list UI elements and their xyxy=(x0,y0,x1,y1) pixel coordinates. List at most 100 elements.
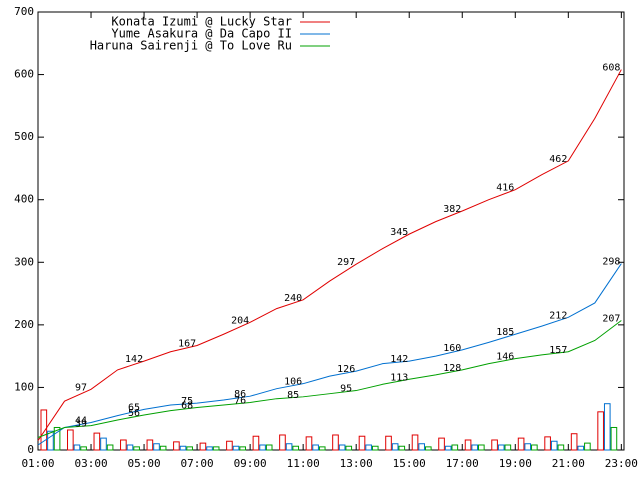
data-label: 608 xyxy=(602,63,620,74)
hourly-bar xyxy=(120,439,127,451)
hourly-bar xyxy=(40,409,48,451)
y-tick-label: 300 xyxy=(14,255,34,268)
hourly-bar xyxy=(451,444,459,451)
y-tick-label: 600 xyxy=(14,68,34,81)
hourly-bar xyxy=(544,436,551,451)
x-tick-label: 01:00 xyxy=(21,457,54,470)
hourly-bar xyxy=(53,426,61,451)
hourly-bar xyxy=(577,445,585,451)
hourly-bar xyxy=(332,434,339,451)
hourly-bar xyxy=(186,446,193,451)
hourly-bar xyxy=(338,444,346,451)
hourly-bar xyxy=(557,444,565,451)
series-line xyxy=(37,263,622,446)
hourly-bar xyxy=(312,444,319,451)
hourly-bar xyxy=(47,430,54,451)
hourly-bar xyxy=(279,434,286,451)
hourly-bar xyxy=(504,444,512,451)
x-tick-label: 21:00 xyxy=(552,457,585,470)
data-label: 106 xyxy=(284,377,302,388)
x-tick-label: 03:00 xyxy=(74,457,107,470)
y-tick-label: 200 xyxy=(14,318,34,331)
hourly-bar xyxy=(285,443,293,451)
x-tick-label: 09:00 xyxy=(234,457,267,470)
hourly-bar xyxy=(597,411,604,451)
data-label: 44 xyxy=(75,415,87,426)
data-label: 297 xyxy=(337,257,355,268)
hourly-bar xyxy=(398,445,406,451)
hourly-bar xyxy=(226,440,233,451)
data-label: 160 xyxy=(443,343,461,354)
hourly-bar xyxy=(106,444,114,451)
data-label: 167 xyxy=(178,339,196,350)
x-tick-label: 23:00 xyxy=(605,457,638,470)
data-label: 75 xyxy=(181,396,193,407)
y-tick-label: 0 xyxy=(27,443,34,456)
hourly-bar xyxy=(133,446,140,451)
hourly-bar xyxy=(584,442,591,451)
hourly-bar xyxy=(550,440,558,451)
hourly-bar xyxy=(371,445,379,451)
hourly-bar xyxy=(232,445,240,451)
legend-label: Yume Asakura @ Da Capo II xyxy=(111,27,292,41)
hourly-bar xyxy=(391,443,399,451)
data-label: 212 xyxy=(549,310,567,321)
hourly-bar xyxy=(179,445,187,451)
hourly-bar xyxy=(93,432,101,451)
hourly-bar xyxy=(418,443,425,451)
hourly-bar xyxy=(153,443,160,451)
data-label: 97 xyxy=(75,382,87,393)
x-tick-label: 13:00 xyxy=(340,457,373,470)
hourly-bar xyxy=(524,443,532,451)
data-label: 142 xyxy=(125,354,143,365)
y-tick-label: 500 xyxy=(14,130,34,143)
x-tick-label: 07:00 xyxy=(181,457,214,470)
hourly-bar xyxy=(67,429,74,451)
hourly-bar xyxy=(517,437,525,451)
y-tick-label: 100 xyxy=(14,380,34,393)
hourly-bar xyxy=(411,434,419,451)
hourly-bar xyxy=(424,446,432,451)
hourly-bar xyxy=(199,442,207,451)
data-label: 185 xyxy=(496,327,514,338)
hourly-bar xyxy=(146,439,154,451)
data-label: 113 xyxy=(390,372,408,383)
x-tick-label: 17:00 xyxy=(446,457,479,470)
hourly-bar xyxy=(610,426,618,451)
y-tick-label: 700 xyxy=(14,5,34,18)
hourly-bar xyxy=(531,444,538,451)
data-label: 95 xyxy=(340,384,352,395)
data-label: 207 xyxy=(602,313,620,324)
hourly-bar xyxy=(318,446,326,451)
data-label: 462 xyxy=(549,154,567,165)
x-tick-label: 05:00 xyxy=(128,457,161,470)
hourly-bar xyxy=(464,439,472,451)
hourly-bar xyxy=(444,445,452,451)
hourly-bar xyxy=(173,441,180,451)
hourly-bar xyxy=(358,435,366,451)
hourly-bar xyxy=(100,437,107,451)
data-label: 298 xyxy=(602,257,620,268)
hourly-bar xyxy=(478,444,485,451)
hourly-bar xyxy=(239,446,246,451)
y-tick-label: 400 xyxy=(14,193,34,206)
x-tick-label: 15:00 xyxy=(393,457,426,470)
hourly-bar xyxy=(345,445,353,451)
data-label: 240 xyxy=(284,293,302,304)
legend-label: Konata Izumi @ Lucky Star xyxy=(111,15,292,29)
legend-label: Haruna Sairenji @ To Love Ru xyxy=(90,39,292,53)
data-label: 85 xyxy=(287,390,299,401)
hourly-bar xyxy=(206,446,213,451)
hourly-bar xyxy=(603,403,611,451)
hourly-bar xyxy=(159,445,167,451)
hourly-bar xyxy=(491,439,498,451)
data-label: 204 xyxy=(231,315,249,326)
data-label: 382 xyxy=(443,204,461,215)
data-label: 86 xyxy=(234,389,246,400)
data-label: 128 xyxy=(443,363,461,374)
plot-frame xyxy=(37,11,625,451)
hourly-bar xyxy=(497,444,505,451)
series-line xyxy=(37,69,622,441)
data-label: 39 xyxy=(75,419,87,430)
